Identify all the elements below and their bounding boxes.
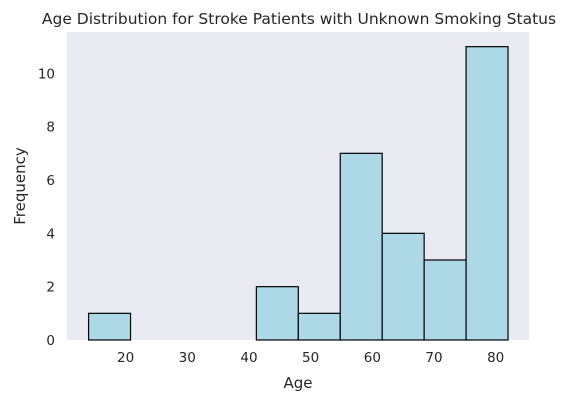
y-axis-label: Frequency bbox=[11, 147, 29, 225]
x-tick-label: 20 bbox=[117, 350, 134, 366]
y-tick-label: 0 bbox=[46, 333, 55, 349]
x-tick-label: 40 bbox=[240, 350, 257, 366]
x-tick-label: 50 bbox=[302, 350, 319, 366]
histogram-bar bbox=[87, 312, 132, 341]
histogram-bar bbox=[423, 259, 467, 341]
y-tick-label: 2 bbox=[46, 280, 55, 296]
y-tick-label: 6 bbox=[46, 173, 55, 189]
y-tick-label: 10 bbox=[38, 66, 55, 82]
bars-group bbox=[87, 46, 509, 341]
chart-title: Age Distribution for Stroke Patients wit… bbox=[42, 10, 556, 28]
x-tick-label: 60 bbox=[364, 350, 381, 366]
x-axis-label: Age bbox=[283, 374, 312, 392]
y-axis-ticks: 0 2 4 6 8 10 bbox=[38, 66, 55, 349]
histogram-bar bbox=[465, 46, 509, 341]
x-tick-label: 30 bbox=[179, 350, 196, 366]
y-tick-label: 4 bbox=[46, 226, 55, 242]
histogram-bar bbox=[339, 152, 383, 341]
x-tick-label: 70 bbox=[425, 350, 442, 366]
histogram-bar bbox=[381, 232, 425, 341]
histogram-bar bbox=[297, 312, 341, 341]
histogram-bar bbox=[255, 286, 299, 341]
y-tick-label: 8 bbox=[46, 120, 55, 136]
x-tick-label: 80 bbox=[487, 350, 504, 366]
x-axis-ticks: 20 30 40 50 60 70 80 bbox=[117, 350, 504, 366]
